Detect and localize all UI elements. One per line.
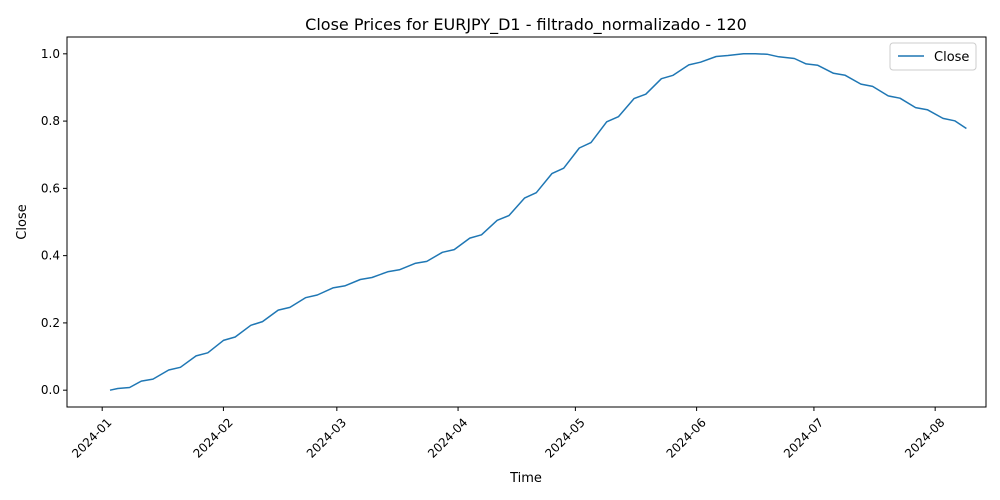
- y-tick-label: 0.4: [41, 249, 60, 263]
- chart-title: Close Prices for EURJPY_D1 - filtrado_no…: [305, 15, 747, 35]
- y-axis-title: Close: [15, 204, 30, 239]
- y-axis: 0.0 0.2 0.4 0.6 0.8 1.0: [41, 47, 67, 397]
- axes-frame: [66, 36, 987, 408]
- y-tick-label: 0.2: [41, 316, 60, 330]
- y-tick-label: 0.6: [41, 181, 60, 195]
- legend-label: Close: [934, 50, 969, 65]
- x-axis-title: Time: [509, 471, 542, 486]
- legend: Close: [889, 42, 977, 71]
- y-tick-label: 1.0: [41, 47, 60, 61]
- legend-box: [889, 42, 977, 71]
- y-tick-label: 0.8: [41, 114, 60, 128]
- series-line-close: [109, 53, 967, 391]
- plot-area: [109, 53, 967, 391]
- y-tick-label: 0.0: [41, 383, 60, 397]
